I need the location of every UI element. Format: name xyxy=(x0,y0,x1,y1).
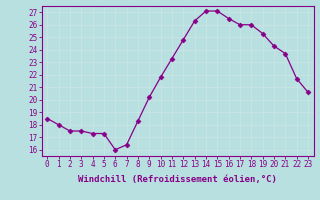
X-axis label: Windchill (Refroidissement éolien,°C): Windchill (Refroidissement éolien,°C) xyxy=(78,175,277,184)
